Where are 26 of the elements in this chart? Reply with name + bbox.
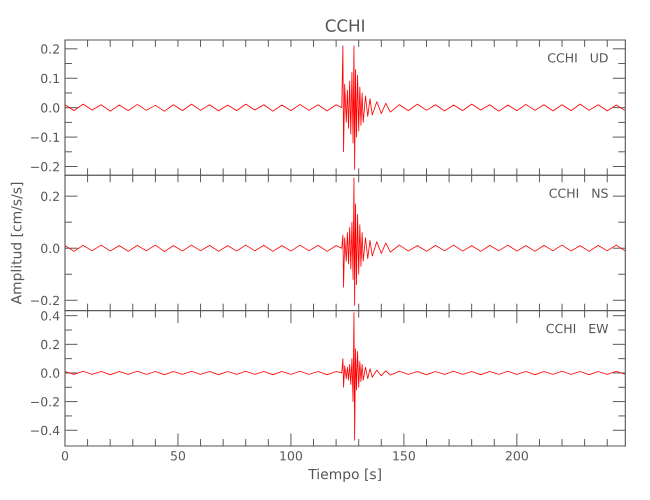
y-axis-title: Amplitud [cm/s/s] — [10, 182, 24, 304]
y-tick-label: −0.2 — [31, 296, 59, 306]
y-tick-label: 0.0 — [41, 103, 60, 113]
y-tick-label: −0.4 — [31, 426, 60, 436]
y-tick-label: 0.2 — [41, 44, 59, 54]
x-axis-title: Tiempo [s] — [308, 468, 381, 482]
y-tick-label: 0.0 — [41, 368, 60, 378]
x-tick-label: 100 — [280, 451, 302, 461]
line-series — [65, 45, 626, 170]
chart-title: CCHI — [326, 19, 364, 32]
x-tick-label: 0 — [62, 451, 68, 461]
annotation: CCHI NS — [549, 188, 608, 198]
y-tick-label: 0.1 — [41, 74, 59, 84]
y-tick-label: −0.2 — [31, 397, 59, 407]
y-tick-label: −0.2 — [31, 162, 59, 172]
y-tick-label: 0.2 — [41, 340, 59, 350]
y-tick-label: −0.1 — [31, 132, 59, 142]
x-tick-label: 50 — [170, 451, 186, 461]
x-tick-label: 200 — [506, 451, 528, 461]
annotation: CCHI EW — [546, 324, 608, 334]
line-series — [65, 178, 626, 306]
x-tick-label: 150 — [393, 451, 415, 461]
y-tick-label: 0.2 — [41, 192, 59, 202]
annotation: CCHI UD — [548, 53, 608, 63]
y-tick-label: 0.4 — [41, 311, 60, 321]
y-tick-label: 0.0 — [41, 244, 60, 254]
